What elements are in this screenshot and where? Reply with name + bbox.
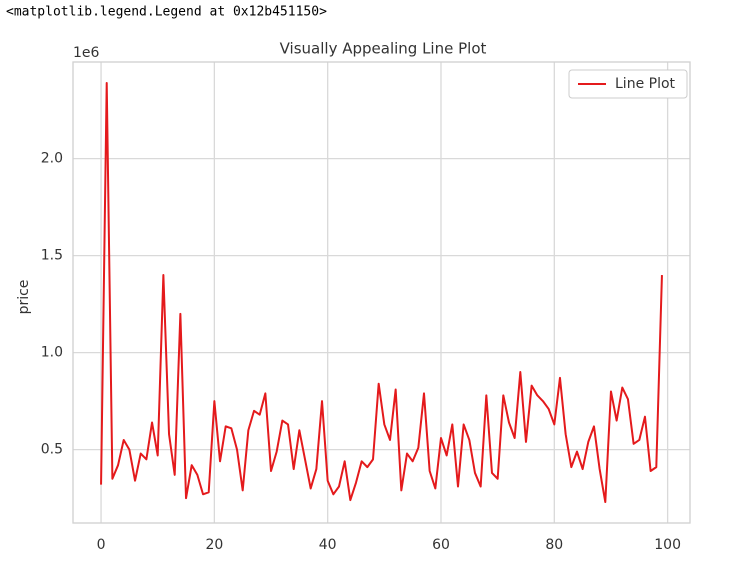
legend-label: Line Plot [615, 76, 676, 92]
x-tick-label: 100 [654, 537, 681, 553]
x-tick-label: 0 [97, 537, 106, 553]
x-tick-label: 40 [319, 537, 337, 553]
y-axis-label: price [16, 280, 32, 315]
plot-frame [72, 61, 691, 524]
y-tick-label: 1.5 [41, 248, 63, 264]
y-tick-label: 1.0 [41, 345, 63, 361]
output-header: <matplotlib.legend.Legend at 0x12b451150… [6, 5, 327, 20]
x-tick-label: 60 [432, 537, 450, 553]
chart-title: Visually Appealing Line Plot [280, 40, 487, 58]
y-offset: 1e6 [73, 45, 100, 61]
x-tick-label: 80 [545, 537, 563, 553]
y-tick-label: 2.0 [41, 151, 63, 167]
legend-box [568, 69, 688, 99]
data-line [100, 81, 663, 504]
x-tick-label: 20 [205, 537, 223, 553]
y-tick-label: 0.5 [41, 442, 63, 458]
